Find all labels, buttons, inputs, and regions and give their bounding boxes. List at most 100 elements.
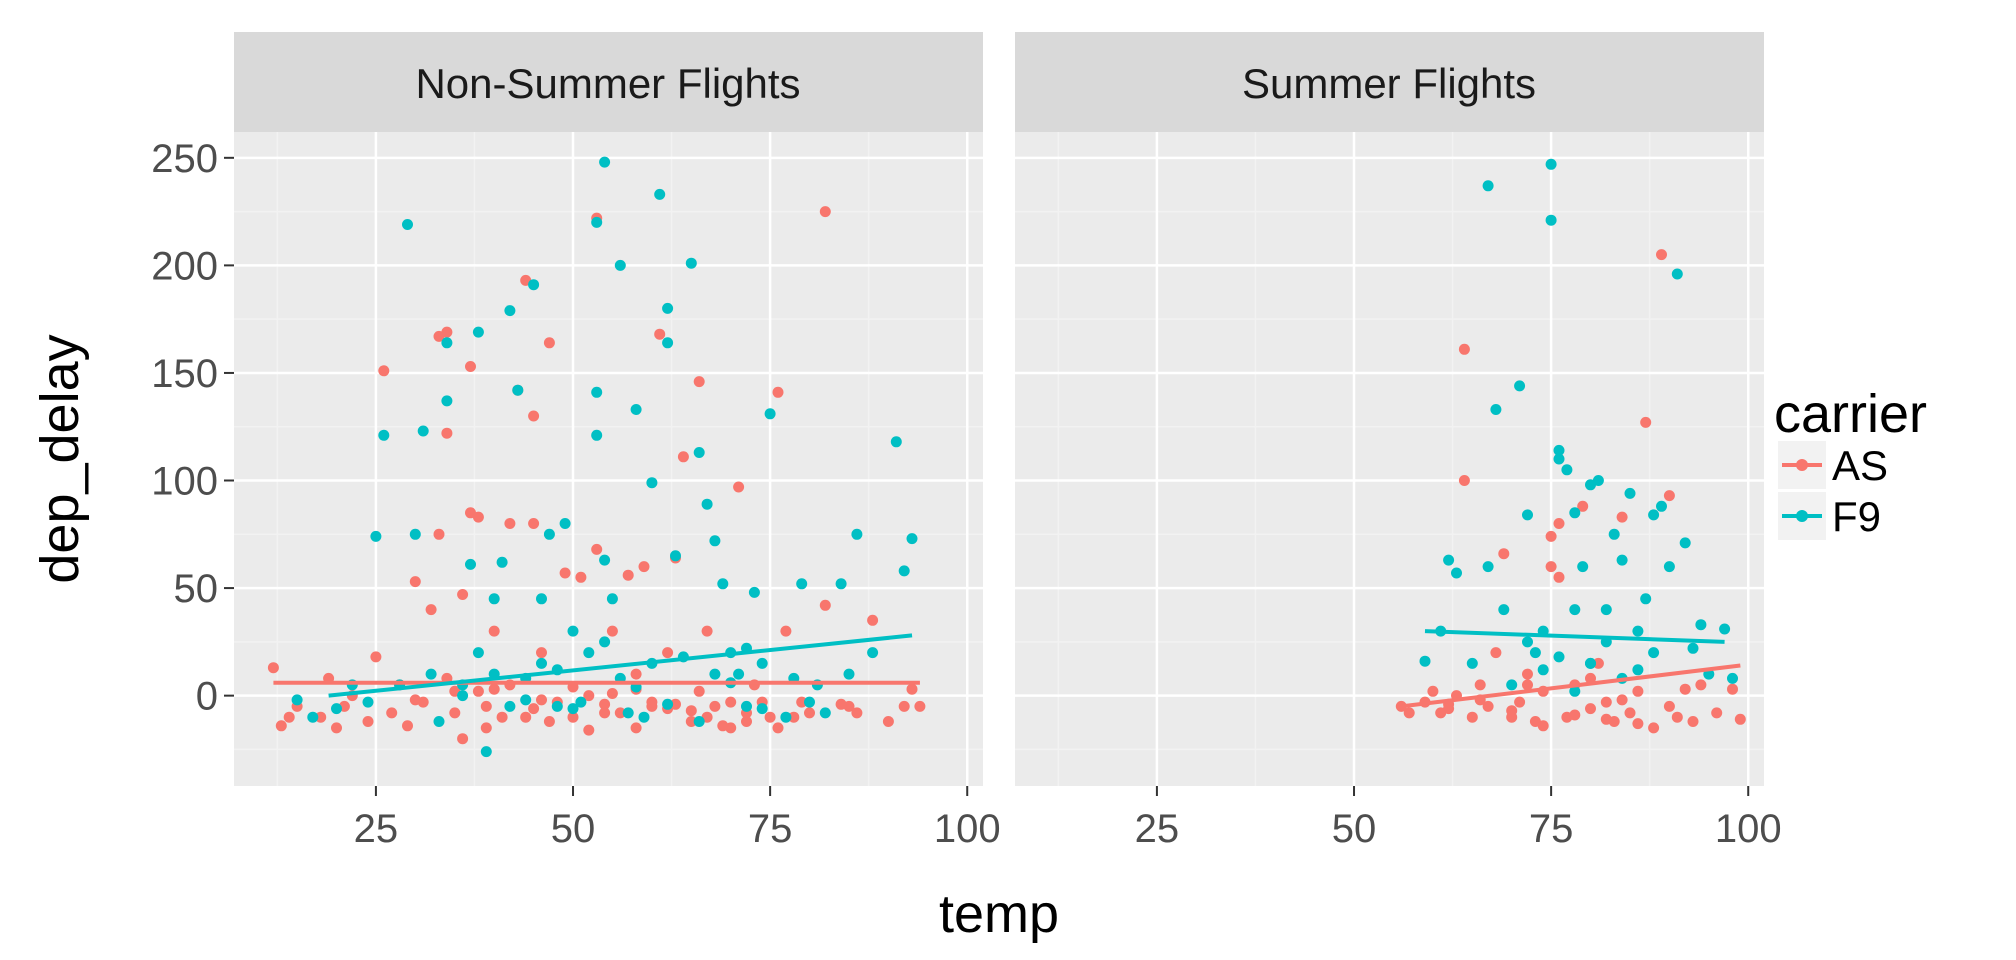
data-point-f9 [480, 746, 492, 758]
data-point-as [370, 651, 382, 663]
data-point-as [331, 722, 342, 734]
data-point-f9 [425, 668, 437, 680]
data-point-as [591, 543, 603, 555]
data-point-f9 [575, 696, 587, 708]
data-point-as [709, 700, 721, 712]
facet-strip-non-summer [234, 32, 983, 132]
data-point-as [819, 599, 831, 611]
legend-title: carrier [1774, 384, 1927, 444]
data-point-f9 [622, 707, 634, 719]
data-point-as [677, 451, 689, 463]
data-point-as [1734, 713, 1746, 725]
data-point-f9 [504, 700, 516, 712]
data-point-as [441, 326, 453, 338]
data-point-as [457, 733, 469, 745]
data-point-as [1553, 518, 1565, 529]
data-point-as [583, 724, 595, 736]
panel-background-summer [1015, 132, 1764, 786]
data-point-f9 [402, 219, 413, 230]
data-point-as [1585, 672, 1596, 684]
data-point-as [1395, 700, 1407, 712]
data-point-as [599, 698, 611, 710]
data-point-f9 [599, 156, 611, 168]
data-point-as [1711, 707, 1723, 719]
data-point-f9 [331, 703, 342, 715]
data-point-as [1458, 343, 1470, 355]
data-point-f9 [536, 593, 547, 605]
data-point-as [1522, 679, 1533, 691]
data-point-as [425, 604, 437, 616]
data-point-f9 [370, 530, 382, 542]
legend-key-point-f9 [1796, 510, 1808, 522]
data-point-f9 [1679, 537, 1691, 549]
data-point-f9 [685, 257, 697, 269]
data-point-f9 [1545, 214, 1557, 226]
data-point-as [654, 328, 666, 340]
data-point-as [1616, 694, 1628, 706]
data-point-f9 [670, 550, 681, 562]
data-point-as [788, 711, 800, 723]
data-point-f9 [709, 535, 721, 547]
legend-key-point-as [1796, 459, 1808, 471]
panel-non-summer [234, 132, 983, 786]
data-point-f9 [528, 279, 540, 291]
data-point-f9 [591, 216, 603, 228]
trend-line-f9 [1424, 629, 1725, 644]
data-point-as [835, 698, 847, 710]
legend-label-as: AS [1832, 442, 1888, 489]
data-point-as [1466, 711, 1478, 723]
data-point-f9 [898, 565, 910, 577]
data-point-f9 [1608, 528, 1620, 540]
data-point-as [1727, 683, 1738, 695]
data-point-as [733, 481, 745, 493]
data-point-as [630, 668, 642, 680]
data-point-f9 [599, 554, 611, 566]
x-tick-label: 25 [354, 807, 399, 851]
data-point-f9 [591, 386, 603, 398]
data-point-as [1537, 720, 1549, 732]
data-point-f9 [465, 558, 476, 570]
data-point-f9 [1640, 593, 1652, 605]
y-axis: 0 50 100 150 200 250 [151, 137, 234, 719]
data-point-f9 [1482, 561, 1494, 573]
data-point-f9 [551, 700, 563, 712]
data-point-f9 [307, 711, 319, 723]
data-point-f9 [599, 636, 611, 648]
data-point-f9 [1514, 380, 1526, 392]
x-tick-label: 100 [1715, 807, 1782, 851]
data-point-f9 [409, 528, 421, 540]
data-point-as [536, 647, 547, 659]
data-point-as [559, 567, 571, 579]
data-point-f9 [741, 700, 752, 712]
data-point-as [646, 696, 658, 708]
data-point-f9 [1632, 625, 1644, 637]
data-point-as [496, 711, 508, 723]
x-tick-label: 75 [748, 807, 793, 851]
x-tick-label: 100 [934, 807, 1001, 851]
data-point-f9 [567, 703, 579, 715]
data-point-f9 [804, 696, 815, 708]
data-point-f9 [441, 337, 453, 349]
data-point-f9 [630, 404, 642, 415]
data-point-as [543, 716, 555, 727]
data-point-as [804, 707, 815, 719]
data-point-f9 [520, 694, 532, 706]
panel-background-non-summer [234, 132, 983, 786]
data-point-as [662, 647, 674, 659]
facet-summer: Summer Flights [1015, 32, 1764, 786]
data-point-f9 [1522, 636, 1533, 648]
data-point-as [1403, 707, 1415, 719]
data-point-f9 [1648, 509, 1660, 521]
data-point-f9 [567, 625, 579, 637]
data-point-f9 [362, 696, 374, 708]
data-point-f9 [701, 498, 713, 510]
data-point-f9 [693, 716, 705, 727]
data-point-f9 [1522, 509, 1533, 521]
data-point-as [693, 376, 705, 388]
data-point-as [685, 716, 697, 727]
data-point-f9 [1719, 623, 1731, 635]
data-point-as [528, 410, 540, 422]
data-point-as [267, 662, 279, 674]
data-point-as [1443, 703, 1455, 715]
data-point-f9 [559, 518, 571, 529]
